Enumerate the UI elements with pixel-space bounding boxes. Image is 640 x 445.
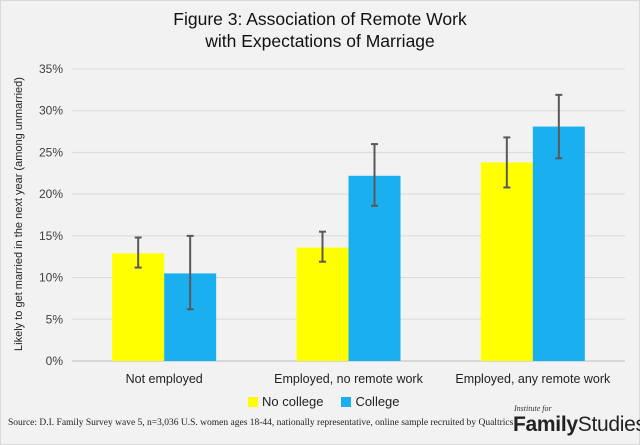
legend-label-college: College (355, 394, 400, 409)
chart-title: Figure 3: Association of Remote Work wit… (0, 8, 640, 52)
y-tick-label: 25% (39, 145, 63, 159)
bar-no-college (296, 247, 349, 361)
legend-swatch-no-college (248, 396, 258, 407)
logo-name: FamilyStudies (513, 413, 640, 437)
y-axis-ticks: 0% 5% 10% 15% 20% 25% 30% 35% (39, 62, 63, 368)
y-axis-label: Likely to get married in the next year (… (13, 77, 25, 351)
legend-item-college: College (341, 394, 400, 409)
x-axis-labels: Not employed Employed, no remote work Empl… (126, 372, 611, 386)
x-category-label: Not employed (126, 372, 203, 386)
logo-name-rest: Studies (577, 413, 640, 436)
bar-no-college (112, 253, 165, 361)
y-tick-label: 10% (39, 271, 63, 285)
logo-institute-text: Institute for (514, 404, 552, 413)
source-note: Source: D.I. Family Survey wave 5, n=3,0… (8, 418, 514, 428)
chart-title-line-1: Figure 3: Association of Remote Work (173, 9, 467, 29)
bar-college (532, 126, 585, 362)
ifs-logo: Institute for FamilyStudies (511, 404, 640, 442)
legend-swatch-college (341, 396, 352, 407)
legend: No college College (248, 394, 418, 409)
x-category-label: Employed, no remote work (274, 372, 423, 386)
legend-label-no-college: No college (262, 394, 324, 409)
chart-title-line-2: with Expectations of Marriage (205, 31, 435, 51)
error-bars (134, 93, 563, 311)
y-tick-label: 35% (39, 62, 63, 76)
bar-no-college (480, 162, 533, 361)
bars (112, 126, 585, 362)
y-tick-label: 5% (46, 312, 64, 326)
y-tick-label: 20% (39, 187, 63, 201)
x-category-label: Employed, any remote work (455, 372, 611, 386)
legend-item-no-college: No college (248, 394, 323, 409)
y-tick-label: 15% (39, 229, 63, 243)
y-tick-label: 30% (39, 104, 63, 118)
y-tick-label: 0% (46, 354, 64, 368)
logo-name-bold: Family (513, 413, 578, 436)
